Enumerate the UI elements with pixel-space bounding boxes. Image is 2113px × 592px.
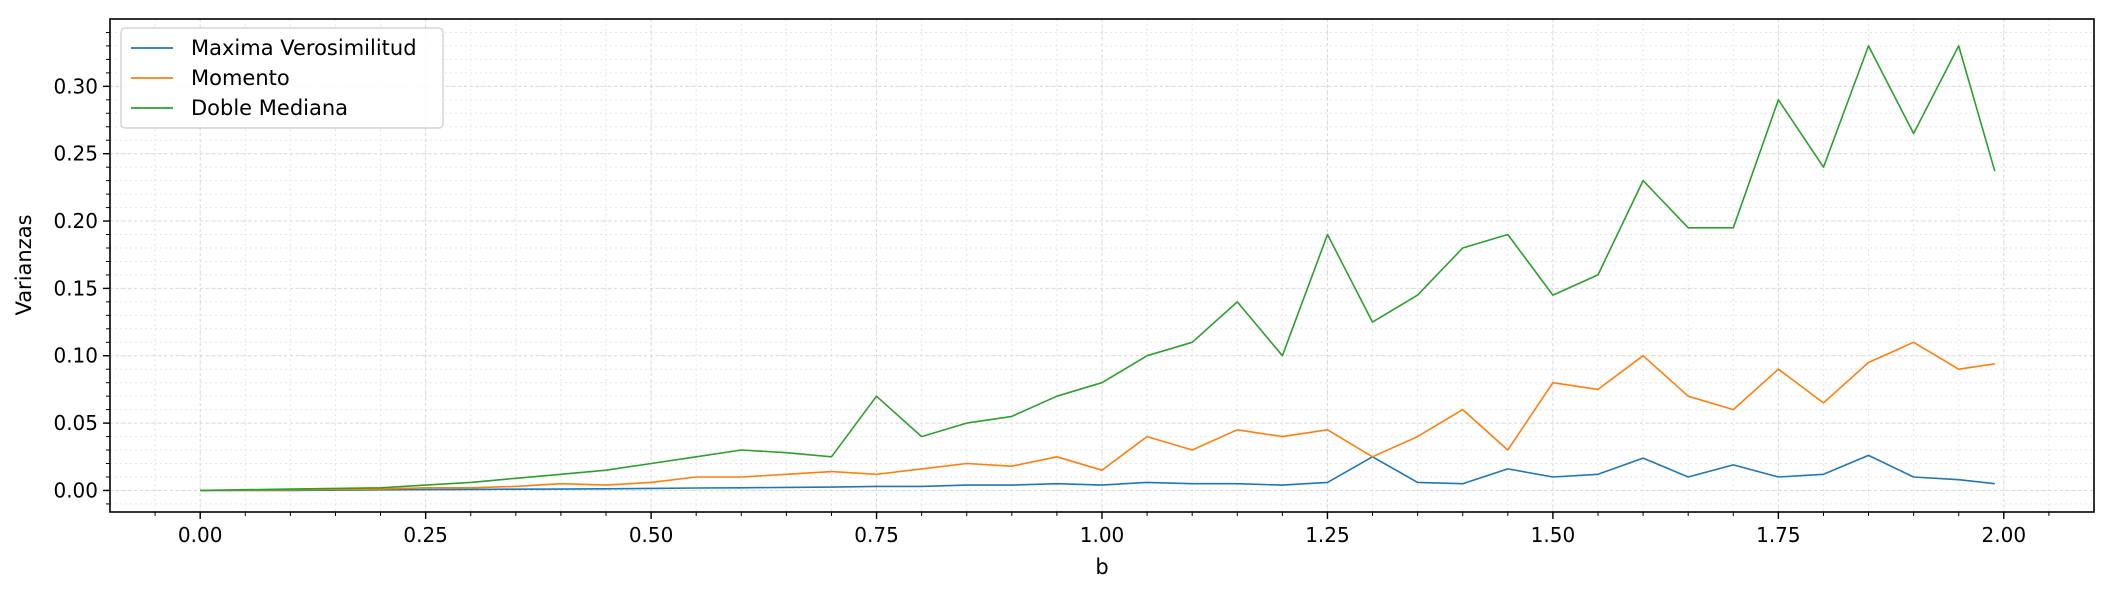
x-tick-label: 0.25 — [403, 523, 448, 547]
series-lines — [200, 45, 1996, 492]
x-tick-label: 1.50 — [1531, 523, 1576, 547]
x-tick-label: 0.50 — [629, 523, 674, 547]
series-line-0 — [200, 454, 1995, 492]
x-tick-label: 2.00 — [1982, 523, 2027, 547]
legend-box — [120, 27, 444, 129]
legend-label: Momento — [191, 66, 290, 90]
y-tick-label: 0.05 — [53, 411, 98, 435]
x-axis-ticks: 0.00 0.25 0.50 0.75 1.00 1.25 1.50 1.75 2.00 — [154, 512, 2050, 547]
x-tick-label: 1.25 — [1305, 523, 1350, 547]
x-tick-label: 0.00 — [178, 523, 223, 547]
x-tick-label: 1.75 — [1756, 523, 1801, 547]
y-tick-label: 0.10 — [53, 344, 98, 368]
y-tick-label: 0.25 — [53, 142, 98, 166]
series-line-2 — [200, 45, 1996, 492]
y-tick-label: 0.00 — [53, 478, 98, 502]
y-tick-label: 0.20 — [53, 209, 98, 233]
y-tick-label: 0.15 — [53, 276, 98, 300]
major-grid — [110, 19, 2094, 512]
x-tick-label: 1.00 — [1080, 523, 1125, 547]
y-axis-label: Varianzas — [12, 214, 36, 315]
x-tick-label: 0.75 — [854, 523, 899, 547]
x-axis-label: b — [1095, 555, 1108, 579]
y-axis-ticks: 0.00 0.05 0.10 0.15 0.20 0.25 0.30 — [53, 31, 110, 505]
y-tick-label: 0.30 — [53, 74, 98, 98]
legend-label: Doble Mediana — [191, 96, 348, 120]
legend: Maxima Verosimilitud Momento Doble Mediana — [120, 27, 444, 129]
legend-label: Maxima Verosimilitud — [191, 36, 417, 60]
series-line-1 — [200, 341, 1995, 492]
